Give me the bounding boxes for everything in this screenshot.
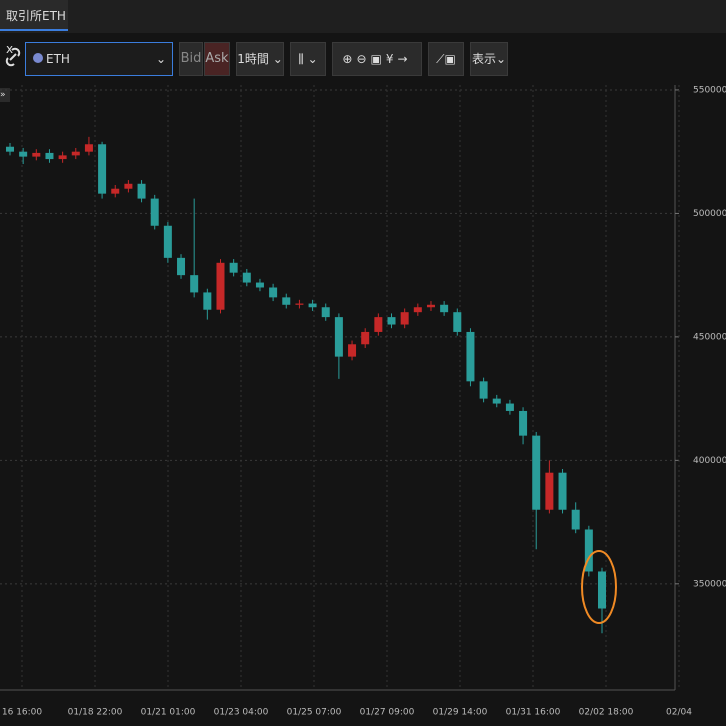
- candle-body: [58, 155, 67, 160]
- link-icon[interactable]: [4, 46, 22, 70]
- candle-body: [203, 292, 212, 310]
- symbol: ETH: [46, 52, 70, 66]
- candle-body: [32, 152, 41, 157]
- candle-body: [295, 303, 304, 305]
- x-tick-label: 01/25 07:00: [287, 708, 342, 718]
- zoom-tools[interactable]: ⊕⊖▣¥→: [332, 42, 422, 76]
- candle-body: [440, 304, 449, 313]
- draw-tools[interactable]: ⟋▣: [428, 42, 464, 76]
- candle-body: [426, 304, 435, 308]
- candle-body: [532, 435, 541, 510]
- bid-button[interactable]: Bid: [179, 42, 203, 76]
- x-tick-label: 01/31 16:00: [506, 708, 561, 718]
- candle-body: [308, 303, 317, 308]
- symbol-select[interactable]: ETH ⌄: [25, 42, 173, 76]
- candle-body: [190, 275, 199, 293]
- display-select[interactable]: 表示⌄: [470, 42, 508, 76]
- candle-body: [519, 410, 528, 436]
- dropdown-arrow: ⌄: [155, 52, 166, 66]
- candle-body: [571, 509, 580, 530]
- candle-body: [492, 398, 501, 404]
- candle-body: [348, 344, 357, 357]
- candle-body: [98, 144, 107, 194]
- candle-body: [584, 529, 593, 572]
- candle-body: [255, 282, 264, 288]
- candle-body: [229, 262, 238, 273]
- candle-body: [361, 331, 370, 345]
- tab[interactable]: 取引所ETH x: [0, 0, 68, 56]
- y-tick-label: 450000: [693, 332, 726, 342]
- candle-body: [321, 307, 330, 318]
- candle-body: [598, 571, 606, 609]
- tab-bar: [0, 0, 726, 33]
- highlight-circle: [581, 550, 617, 624]
- candle-body: [111, 188, 120, 194]
- ask-button[interactable]: Ask: [204, 42, 230, 76]
- interval-select[interactable]: 1時間 ⌄: [236, 42, 284, 76]
- x-tick-label: 16 16:00: [2, 708, 43, 718]
- x-tick-label: 01/29 14:00: [433, 708, 488, 718]
- y-tick-label: 500000: [693, 209, 726, 219]
- candle-body: [150, 198, 159, 226]
- candle-body: [387, 317, 396, 325]
- x-tick-label: 01/23 04:00: [214, 708, 269, 718]
- chart-type-select[interactable]: ⫼ ⌄: [290, 42, 326, 76]
- candle-body: [545, 472, 554, 510]
- candle-body: [453, 312, 462, 332]
- x-tick-label: 02/02 18:00: [579, 708, 634, 718]
- candle-body: [282, 297, 291, 305]
- y-tick-label: 400000: [693, 456, 726, 466]
- candle-body: [216, 262, 225, 310]
- x-tick-label: 01/27 09:00: [360, 708, 415, 718]
- x-tick-label: 02/04: [666, 708, 692, 718]
- candle-body: [413, 307, 422, 313]
- candle-body: [400, 312, 409, 325]
- display: 表示: [471, 52, 496, 66]
- interval: 1時間: [237, 52, 269, 66]
- candle-body: [558, 472, 567, 510]
- candle-body: [505, 403, 514, 411]
- candle-body: [479, 381, 488, 399]
- candle-body: [84, 144, 93, 152]
- expand-button[interactable]: »: [0, 88, 10, 102]
- y-tick-label: 350000: [693, 579, 726, 589]
- candle-body: [177, 257, 186, 276]
- tab-close[interactable]: x: [6, 42, 14, 56]
- candle-body: [45, 152, 54, 160]
- candle-body: [163, 225, 172, 258]
- x-tick-label: 01/18 22:00: [68, 708, 123, 718]
- candle-body: [374, 317, 383, 332]
- candle-body: [6, 146, 14, 152]
- candle-body: [137, 183, 146, 199]
- candle-body: [269, 287, 278, 298]
- y-tick-label: 550000: [693, 85, 726, 95]
- candle-body: [466, 331, 475, 382]
- candle-body: [19, 151, 28, 157]
- candle-body: [124, 183, 133, 189]
- tab-title: 取引所ETH: [6, 9, 66, 23]
- candle-body: [334, 317, 343, 357]
- eth-icon: [33, 53, 43, 63]
- x-tick-label: 01/21 01:00: [141, 708, 196, 718]
- candle-body: [71, 151, 80, 156]
- candle-body: [242, 272, 251, 283]
